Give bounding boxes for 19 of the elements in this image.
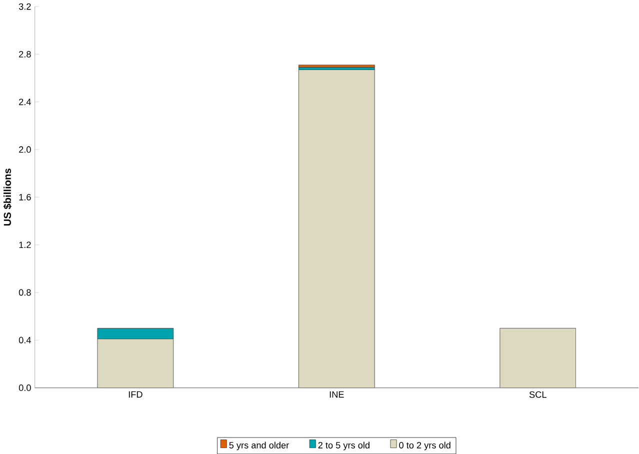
y-tick-label: 2.4 <box>19 98 31 106</box>
y-tick-label: 0.8 <box>18 289 31 296</box>
x-tick-label: INE <box>330 391 344 398</box>
bar <box>298 64 375 68</box>
text: 2.0 <box>19 146 31 153</box>
y-tick-label: 0.4 <box>18 336 31 344</box>
x-tick-label: SCL <box>529 391 546 398</box>
y-tick-label: 1.2 <box>19 242 31 248</box>
legend-label: 2 to 5 yrs old <box>318 442 370 450</box>
y-axis-title: US $billions <box>3 168 12 226</box>
bar <box>500 328 576 388</box>
y-tick-label: 1.6 <box>19 194 31 200</box>
x-tick-label: IFD <box>128 391 142 398</box>
bar <box>298 69 375 388</box>
legend-label: 0 to 2 yrs old <box>399 442 450 450</box>
legend-label: 5 yrs and older <box>229 442 289 450</box>
y-tick-label: 3.2 <box>18 3 31 10</box>
y-tick-label: 2.8 <box>19 50 31 58</box>
text: 0.0 <box>18 384 31 391</box>
